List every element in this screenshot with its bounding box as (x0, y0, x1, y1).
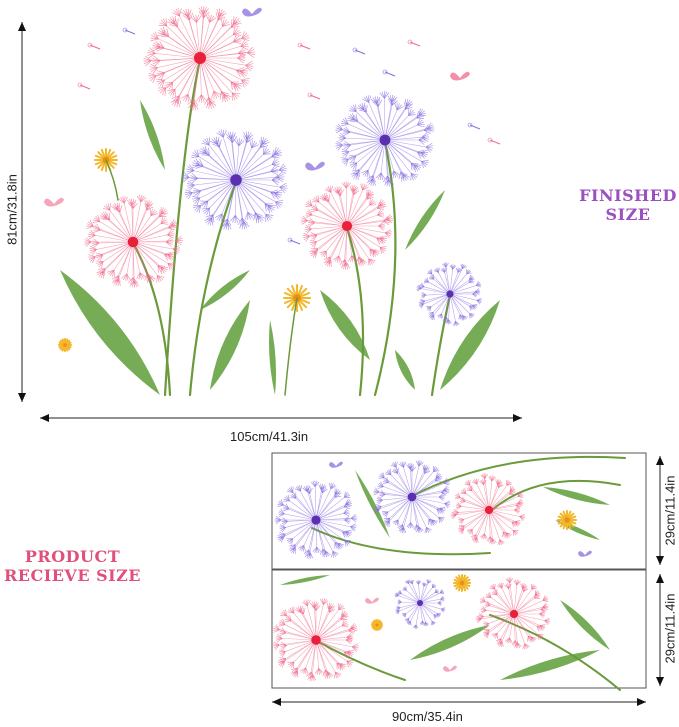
butterfly-icon (450, 71, 470, 81)
butterfly-icon (242, 7, 262, 17)
leaf (560, 600, 610, 650)
seed-tuft (467, 122, 473, 128)
finished-title-line1: FINISHED (579, 186, 677, 205)
received-title-line2: RECIEVE SIZE (4, 566, 141, 585)
finished-height-label: 81cm/31.8in (4, 174, 20, 245)
stem (345, 226, 365, 397)
finished-size-title: FINISHED SIZE (578, 186, 678, 224)
flower-center (564, 517, 570, 523)
stem (314, 639, 406, 681)
sheet2-height-label: 29cm/11.4in (662, 593, 678, 664)
dandelion-head (475, 577, 551, 650)
dandelion-head (274, 480, 358, 559)
seed (384, 71, 396, 77)
finished-width-label: 105cm/41.3in (230, 429, 309, 444)
received-title-line1: PRODUCT (24, 547, 121, 566)
leaf (440, 300, 500, 390)
sheet1-height-label: 29cm/11.4in (662, 475, 678, 546)
leaf (395, 350, 415, 390)
arrowhead-icon (40, 414, 49, 422)
butterfly-icon (365, 597, 379, 604)
butterfly-icon (329, 461, 343, 468)
dandelion-head (394, 579, 446, 629)
butterfly-icon (44, 197, 64, 207)
stem (105, 159, 119, 201)
leaf (268, 320, 277, 395)
leaf (210, 300, 250, 390)
seed (469, 124, 481, 130)
leaf (320, 290, 370, 360)
leaf (543, 487, 610, 505)
seed (289, 239, 301, 245)
leaf (500, 650, 600, 680)
seed-tuft (122, 27, 128, 33)
stem (491, 479, 621, 511)
dandelion-head (300, 181, 393, 270)
arrowhead-icon (513, 414, 522, 422)
stem (430, 293, 452, 397)
seed (299, 44, 311, 50)
stem (373, 140, 397, 397)
dandelion-head (450, 473, 526, 546)
leaf (410, 625, 490, 660)
seed-tuft (407, 39, 413, 45)
arrowhead-icon (18, 22, 26, 31)
seed-tuft (87, 42, 93, 48)
product-receive-size-title: PRODUCT RECIEVE SIZE (0, 547, 145, 585)
seed-tuft (352, 47, 358, 53)
stem (188, 180, 238, 397)
leaf (60, 270, 160, 395)
seed (124, 29, 136, 35)
leaf (280, 575, 330, 585)
butterfly-icon (443, 665, 457, 672)
arrowhead-icon (18, 393, 26, 402)
leaf (140, 100, 165, 170)
arrowhead-icon (656, 556, 664, 565)
seed-tuft (77, 82, 83, 88)
seed-tuft (297, 42, 303, 48)
leaf (405, 190, 445, 250)
flower-center (63, 343, 67, 347)
stem (284, 297, 298, 396)
arrowhead-icon (656, 574, 664, 583)
butterfly-icon (305, 161, 325, 171)
seed (489, 139, 501, 145)
seed (409, 41, 421, 47)
stem (489, 614, 621, 691)
arrowhead-icon (272, 698, 281, 706)
butterfly-icon (578, 550, 592, 557)
dandelion-head (272, 598, 359, 682)
flower-center (375, 623, 379, 627)
arrowhead-icon (656, 677, 664, 686)
leaf (200, 270, 250, 310)
seed-tuft (487, 137, 493, 143)
dandelion-head (143, 6, 256, 111)
dandelion-head (373, 460, 451, 534)
seed (354, 49, 366, 55)
dandelion-head (84, 194, 183, 288)
sticker-sheet-1 (271, 452, 647, 570)
seed-tuft (382, 69, 388, 75)
finished-title-line2: SIZE (605, 205, 651, 224)
seed-tuft (307, 92, 313, 98)
received-width-label: 90cm/35.4in (392, 709, 463, 724)
arrowhead-icon (637, 698, 646, 706)
dandelion-head (335, 91, 435, 187)
flower-center (459, 580, 465, 586)
seed (89, 44, 101, 50)
arrowhead-icon (656, 456, 664, 465)
seed-tuft (287, 237, 293, 243)
leaf (355, 470, 390, 538)
stem (409, 455, 626, 498)
dandelion-head (181, 129, 288, 231)
stem (163, 58, 202, 397)
dandelion-head (416, 262, 482, 327)
seed (309, 94, 321, 100)
seed (79, 84, 91, 90)
